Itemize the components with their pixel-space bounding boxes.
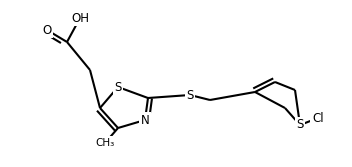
Text: N: N <box>141 114 149 126</box>
Text: S: S <box>296 119 304 131</box>
Text: S: S <box>186 89 194 102</box>
Text: CH₃: CH₃ <box>95 138 115 148</box>
Text: Cl: Cl <box>312 112 324 125</box>
Text: S: S <box>114 80 122 94</box>
Text: O: O <box>42 24 52 37</box>
Text: OH: OH <box>71 12 89 25</box>
